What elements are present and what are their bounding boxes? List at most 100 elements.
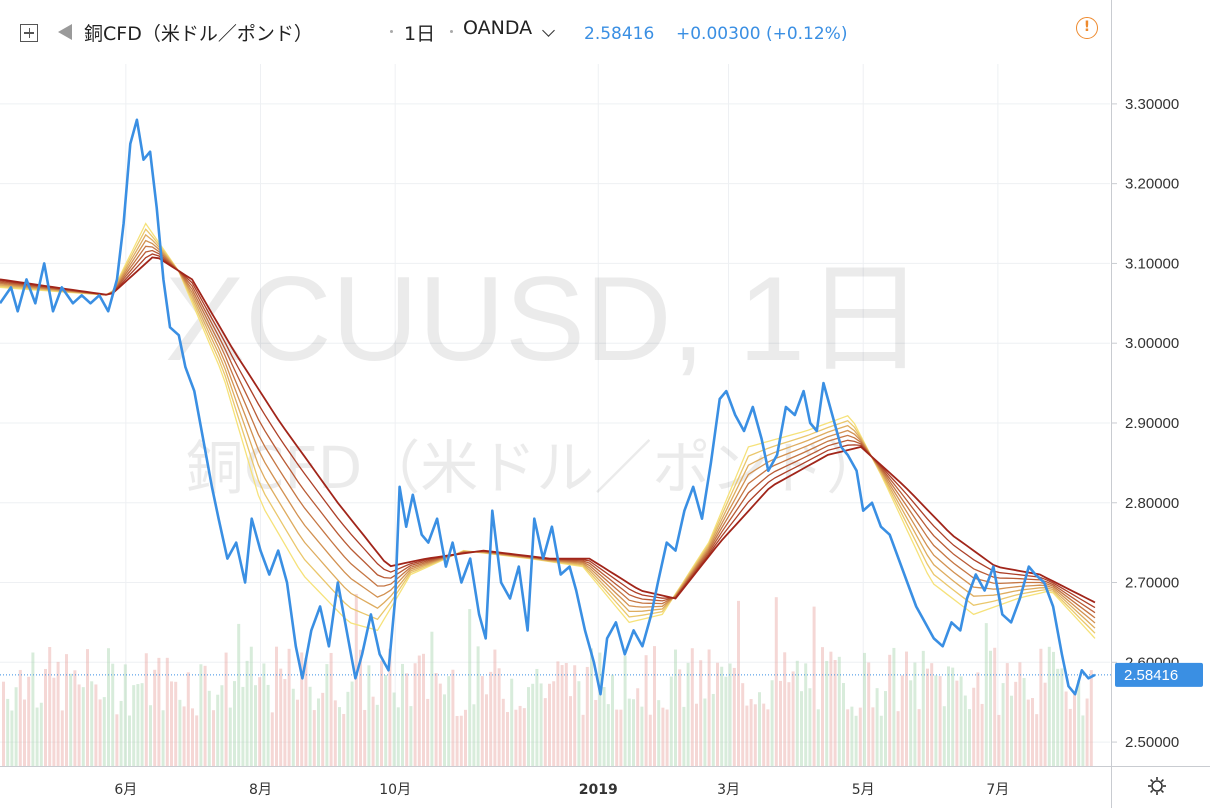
volume-bar bbox=[65, 654, 68, 766]
volume-bar bbox=[690, 648, 694, 766]
volume-bar bbox=[816, 709, 820, 766]
expand-icon[interactable] bbox=[20, 24, 38, 42]
volume-bar bbox=[18, 669, 22, 766]
volume-bar bbox=[472, 704, 476, 766]
gear-icon[interactable] bbox=[1147, 776, 1167, 796]
volume-bar bbox=[438, 683, 442, 766]
volume-bar bbox=[102, 697, 106, 766]
volume-bar bbox=[506, 712, 509, 766]
volume-bar bbox=[821, 647, 824, 766]
volume-bar bbox=[149, 705, 152, 766]
volume-bar bbox=[52, 677, 56, 766]
volume-bar bbox=[262, 663, 266, 766]
x-tick-label: 5月 bbox=[852, 782, 875, 798]
volume-bar bbox=[606, 704, 610, 766]
chevron-down-icon[interactable] bbox=[542, 24, 555, 37]
x-tick-label: 7月 bbox=[986, 782, 1009, 798]
volume-bar bbox=[968, 709, 971, 766]
volume-bar bbox=[674, 649, 677, 766]
volume-bar bbox=[426, 698, 430, 766]
volume-bar bbox=[997, 714, 1001, 766]
volume-bar bbox=[233, 681, 236, 766]
volume-bars bbox=[2, 593, 1093, 766]
y-axis[interactable]: 3.30000 3.20000 3.10000 3.00000 2.90000 2.800… bbox=[1111, 96, 1179, 751]
volume-bar bbox=[464, 709, 467, 766]
volume-bar bbox=[375, 704, 379, 766]
volume-bar bbox=[123, 664, 127, 766]
volume-bar bbox=[275, 646, 278, 766]
interval-label[interactable]: 1日 bbox=[404, 23, 436, 45]
volume-bar bbox=[791, 671, 795, 766]
volume-bar bbox=[237, 623, 241, 766]
volume-bar bbox=[1001, 683, 1005, 766]
volume-bar bbox=[984, 623, 988, 766]
volume-bar bbox=[657, 700, 661, 766]
volume-bar bbox=[350, 681, 354, 766]
volume-bar bbox=[1068, 708, 1072, 766]
volume-bar bbox=[191, 708, 194, 766]
last-price-tag: 2.58416 bbox=[1115, 662, 1203, 687]
volume-bar bbox=[291, 688, 295, 766]
volume-bar bbox=[795, 660, 799, 766]
volume-bar bbox=[842, 683, 845, 766]
volume-bar bbox=[119, 700, 123, 766]
y-tick-label: 2.80000 bbox=[1125, 495, 1179, 512]
volume-bar bbox=[384, 675, 388, 766]
volume-bar bbox=[636, 688, 640, 766]
volume-bar bbox=[338, 707, 341, 766]
volume-bar bbox=[23, 699, 26, 766]
volume-bar bbox=[39, 702, 43, 766]
volume-bar bbox=[468, 609, 472, 766]
volume-bar bbox=[1064, 691, 1068, 766]
volume-bar bbox=[615, 709, 619, 766]
volume-bar bbox=[900, 675, 904, 766]
volume-bar bbox=[501, 698, 505, 766]
volume-bar bbox=[543, 698, 547, 766]
volume-bar bbox=[850, 706, 854, 766]
volume-bar bbox=[741, 683, 745, 766]
volume-bar bbox=[165, 657, 169, 766]
x-tick-label: 8月 bbox=[249, 782, 272, 798]
symbol-title: 銅CFD（米ドル／ポンド） bbox=[84, 23, 313, 45]
volume-bar bbox=[1073, 691, 1076, 766]
volume-bar bbox=[884, 691, 887, 766]
volume-bar bbox=[921, 650, 925, 766]
volume-bar bbox=[174, 681, 178, 766]
volume-bar bbox=[212, 710, 215, 766]
volume-bar bbox=[863, 652, 866, 766]
volume-bar bbox=[27, 676, 31, 766]
volume-bar bbox=[640, 706, 644, 766]
volume-bar bbox=[321, 692, 325, 766]
x-axis[interactable]: 6月 8月 10月 2019 3月 5月 7月 bbox=[114, 782, 1009, 798]
volume-bar bbox=[749, 699, 753, 766]
volume-bar bbox=[94, 684, 98, 766]
volume-bar bbox=[762, 703, 766, 766]
ma-ribbon-line bbox=[0, 256, 1096, 604]
ma-ribbon bbox=[0, 222, 1096, 639]
volume-bar bbox=[430, 631, 434, 766]
volume-bar bbox=[371, 696, 375, 766]
source-label[interactable]: OANDA bbox=[463, 17, 533, 39]
volume-bar bbox=[665, 709, 669, 766]
volume-bar bbox=[1043, 682, 1047, 766]
volume-bar bbox=[724, 676, 728, 766]
volume-bar bbox=[972, 687, 976, 766]
volume-bar bbox=[632, 699, 635, 766]
volume-bar bbox=[296, 699, 299, 766]
volume-bar bbox=[854, 715, 858, 766]
flag-icon[interactable] bbox=[58, 24, 72, 40]
volume-bar bbox=[287, 648, 291, 766]
alert-icon[interactable]: ! bbox=[1076, 17, 1098, 39]
volume-bar bbox=[333, 700, 337, 766]
volume-bar bbox=[993, 647, 997, 766]
last-price-label: 2.58416 bbox=[1124, 667, 1178, 684]
volume-bar bbox=[699, 660, 703, 766]
volume-bar bbox=[934, 675, 938, 766]
volume-bar bbox=[976, 672, 980, 766]
volume-bar bbox=[111, 663, 115, 766]
volume-bar bbox=[1014, 681, 1018, 766]
volume-bar bbox=[989, 650, 992, 766]
volume-bar bbox=[304, 657, 308, 766]
